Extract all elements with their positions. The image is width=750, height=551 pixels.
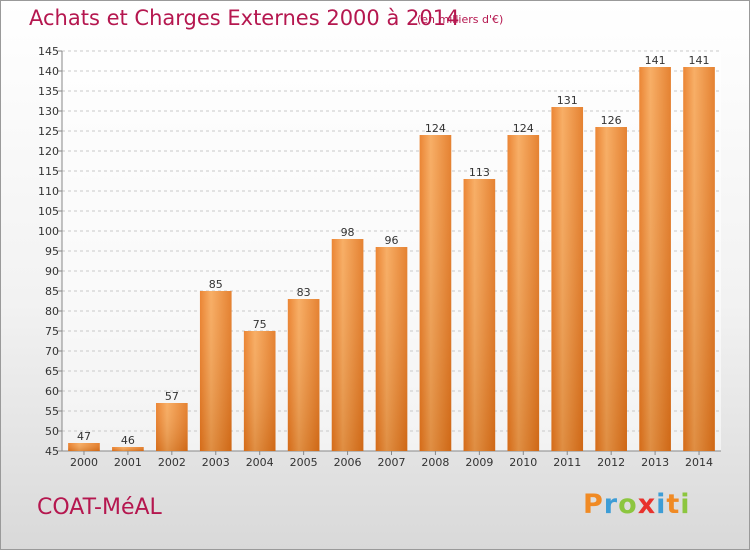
bar-shade [287,299,320,451]
bar-shade [331,239,364,451]
y-tick-label: 75 [45,325,59,338]
x-tick-label: 2008 [421,456,449,469]
data-label: 131 [557,94,578,107]
y-tick-label: 50 [45,425,59,438]
y-tick-label: 125 [38,125,59,138]
x-tick-label: 2013 [641,456,669,469]
bar-shade [463,179,496,451]
brand-logo-letter: P [583,489,604,520]
bar-shade [112,447,144,451]
x-tick-label: 2002 [158,456,186,469]
y-tick-label: 60 [45,385,59,398]
brand-logo-letter: o [618,489,638,520]
data-label: 124 [513,122,534,135]
x-tick-label: 2009 [465,456,493,469]
x-tick-label: 2004 [246,456,274,469]
x-tick-label: 2000 [70,456,98,469]
y-tick-label: 120 [38,145,59,158]
y-tick-label: 100 [38,225,59,238]
bar-shade [639,67,671,451]
brand-logo-letter: x [637,489,657,520]
bar-shade [156,403,188,451]
brand-logo-letter: r [603,489,619,520]
data-label: 126 [601,114,622,127]
brand-logo: Proxiti [583,489,691,520]
bar-shade [551,107,584,451]
commune-name: COAT-MéAL [37,495,162,520]
y-tick-label: 45 [45,445,59,458]
y-tick-label: 140 [38,65,59,78]
data-label: 141 [689,54,710,67]
x-tick-label: 2003 [202,456,230,469]
bar-shade [683,67,715,451]
bar-shade [243,331,276,451]
y-tick-label: 145 [38,45,59,58]
bar-shade [375,247,408,451]
data-label: 113 [469,166,490,179]
y-tick-label: 105 [38,205,59,218]
data-label: 47 [77,430,91,443]
bar-shade [419,135,452,451]
y-tick-label: 130 [38,105,59,118]
x-tick-label: 2005 [290,456,318,469]
y-tick-label: 85 [45,285,59,298]
data-label: 46 [121,434,135,447]
x-tick-label: 2007 [378,456,406,469]
bar-shade [595,127,627,451]
y-tick-label: 115 [38,165,59,178]
x-tick-label: 2010 [509,456,537,469]
chart-title: Achats et Charges Externes 2000 à 2014 [29,6,460,30]
y-tick-label: 90 [45,265,59,278]
y-tick-label: 135 [38,85,59,98]
data-label: 141 [645,54,666,67]
x-tick-label: 2014 [685,456,713,469]
data-label: 96 [385,234,399,247]
data-label: 57 [165,390,179,403]
y-tick-label: 110 [38,185,59,198]
bar-shade [507,135,540,451]
brand-logo-letter: t [666,489,681,520]
x-tick-label: 2006 [334,456,362,469]
y-tick-label: 55 [45,405,59,418]
data-label: 83 [297,286,311,299]
x-tick-label: 2011 [553,456,581,469]
x-tick-label: 2012 [597,456,625,469]
bar-shade [68,443,100,451]
y-tick-label: 65 [45,365,59,378]
data-label: 124 [425,122,446,135]
y-tick-label: 95 [45,245,59,258]
x-tick-label: 2001 [114,456,142,469]
y-tick-label: 70 [45,345,59,358]
bar-shade [199,291,232,451]
data-label: 98 [341,226,355,239]
chart-subtitle: (en milliers d'€) [417,13,504,26]
data-label: 85 [209,278,223,291]
data-label: 75 [253,318,267,331]
y-tick-label: 80 [45,305,59,318]
brand-logo-letter: i [656,489,667,520]
brand-logo-letter: i [680,489,691,520]
